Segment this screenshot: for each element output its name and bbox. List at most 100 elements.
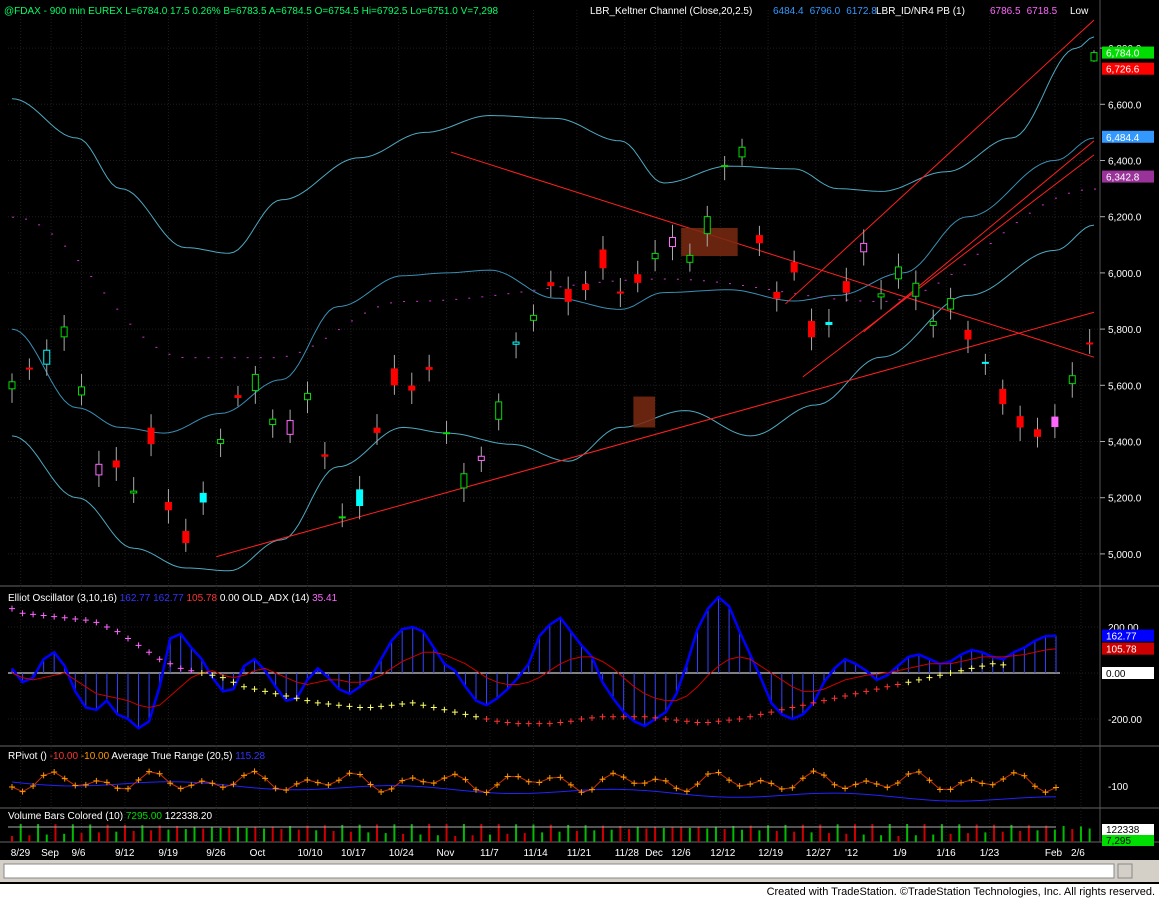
osc-value-tag xyxy=(1102,629,1154,642)
rpivot-marker xyxy=(135,777,142,784)
volume-value-tag-label: 7,295 xyxy=(1106,836,1131,847)
adx-marker xyxy=(905,679,912,686)
adx-marker xyxy=(979,663,986,670)
adx-marker xyxy=(357,704,363,711)
volume-bar xyxy=(593,830,596,842)
adx-marker xyxy=(757,711,764,718)
volume-bar xyxy=(784,824,787,842)
rpivot-marker xyxy=(694,781,701,788)
rpivot-marker xyxy=(821,772,827,779)
adx-label: OLD_ADX (14) xyxy=(242,593,312,604)
price-tag xyxy=(1102,170,1154,183)
adx-marker xyxy=(715,718,722,725)
rpivot-marker xyxy=(399,777,406,784)
volume-bar xyxy=(497,824,500,842)
rpivot-marker xyxy=(93,777,100,784)
rpivot-marker xyxy=(473,786,479,793)
candle-body xyxy=(199,492,207,503)
x-tick-label: 8/29 xyxy=(11,848,31,859)
volume-bar xyxy=(1036,830,1039,842)
pivot-dot xyxy=(481,296,484,298)
rpivot-marker xyxy=(852,781,859,788)
volume-bar xyxy=(280,829,283,842)
volume-bar xyxy=(176,825,179,842)
pivot-dot xyxy=(1028,212,1031,214)
pivot-dot xyxy=(285,355,288,357)
rpivot-marker xyxy=(241,772,247,779)
pivot-dot xyxy=(155,346,158,348)
id-nr4-values: 6786.5 6718.5 xyxy=(990,6,1058,17)
pivot-dot xyxy=(924,289,927,291)
pivot-dot xyxy=(872,300,875,302)
adx-marker xyxy=(620,713,627,720)
atr-label: Average True Range (20,5) xyxy=(111,751,235,762)
rpivot-marker xyxy=(926,777,933,784)
rpivot-marker xyxy=(1000,775,1007,782)
adx-marker xyxy=(768,709,775,716)
volume-bar xyxy=(845,833,848,842)
pivot-dot xyxy=(442,299,445,301)
adx-marker xyxy=(251,686,258,693)
candle-body xyxy=(1086,342,1094,345)
pivot-dot xyxy=(259,357,262,359)
rpivot-marker xyxy=(894,779,901,786)
volume-bar xyxy=(506,833,509,842)
volume-bar xyxy=(393,824,396,842)
volume-bar xyxy=(923,824,926,842)
rpivot-marker xyxy=(578,789,585,796)
volume-bar xyxy=(402,833,405,842)
candle-body xyxy=(443,432,451,435)
candle-body xyxy=(894,266,902,280)
candle-body xyxy=(338,516,346,519)
volume-bar xyxy=(80,833,83,842)
x-tick-label: 1/16 xyxy=(936,848,956,859)
pivot-dot xyxy=(689,279,692,281)
pivot-dot xyxy=(416,300,419,302)
candle-body xyxy=(668,237,676,247)
volume-bar xyxy=(428,824,431,842)
osc-value-tag xyxy=(1102,667,1154,679)
volume-bar xyxy=(966,833,969,842)
rpivot-marker xyxy=(304,776,311,783)
adx-marker xyxy=(852,690,859,697)
volume-bar xyxy=(749,825,752,842)
candle-body xyxy=(43,349,51,365)
volume-bar xyxy=(523,833,526,842)
volume-bar xyxy=(158,825,161,842)
pivot-dot xyxy=(390,302,393,304)
y-tick-label: 5,400.0 xyxy=(1108,438,1142,449)
volume-bar xyxy=(862,834,865,842)
pivot-dot xyxy=(324,337,327,339)
rpivot-marker xyxy=(515,773,522,780)
rpivot-marker xyxy=(715,769,722,776)
adx-marker xyxy=(937,672,943,679)
candle-body xyxy=(1068,375,1076,385)
candle-body xyxy=(234,395,242,398)
rpivot-marker xyxy=(726,777,733,784)
y-tick-label: 5,200.0 xyxy=(1108,494,1142,505)
x-tick-label: Dec xyxy=(645,848,663,859)
rpivot-marker xyxy=(536,779,543,786)
rpivot-marker xyxy=(799,775,806,782)
pivot-dot xyxy=(1002,232,1005,234)
volume-bar xyxy=(123,824,126,842)
adx-marker xyxy=(420,702,427,709)
rpivot-marker xyxy=(219,784,226,791)
volume-bar xyxy=(97,832,100,842)
rpivot-marker xyxy=(272,785,279,792)
volume-bar xyxy=(106,824,109,842)
rpivot-marker xyxy=(958,779,965,786)
volume-bar xyxy=(54,824,57,842)
x-tick-label: 1/9 xyxy=(893,848,907,859)
adx-marker xyxy=(483,716,490,722)
pivot-dot xyxy=(507,293,510,295)
rpivot-marker xyxy=(325,782,332,789)
candle-body xyxy=(321,454,329,457)
pivot-dot xyxy=(90,275,93,277)
candle-body xyxy=(95,463,103,476)
price-tag xyxy=(1102,62,1154,75)
rpivot-marker xyxy=(462,776,469,783)
osc-value-tag xyxy=(1102,642,1154,655)
price-axis-area xyxy=(1100,0,1159,860)
adx-marker xyxy=(40,612,47,619)
